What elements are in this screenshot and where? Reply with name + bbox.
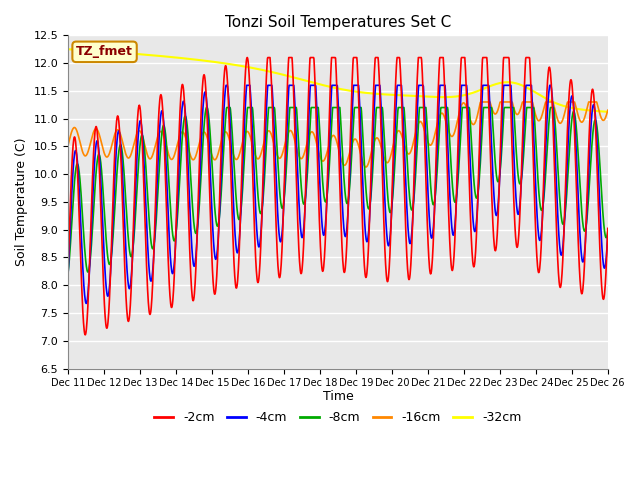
- -2cm: [305, 80, 313, 85]
- -32cm: [371, 91, 379, 96]
- -16cm: [64, 142, 72, 148]
- -16cm: [604, 108, 612, 113]
- -8cm: [314, 105, 322, 110]
- -16cm: [477, 99, 484, 105]
- -4cm: [315, 151, 323, 156]
- Text: TZ_fmet: TZ_fmet: [76, 45, 133, 59]
- X-axis label: Time: Time: [323, 390, 353, 403]
- -4cm: [106, 276, 114, 281]
- -32cm: [604, 109, 612, 115]
- Line: -16cm: -16cm: [68, 102, 608, 167]
- -2cm: [64, 266, 72, 272]
- -16cm: [372, 136, 380, 142]
- -2cm: [604, 226, 612, 231]
- -4cm: [222, 83, 230, 88]
- -2cm: [294, 219, 301, 225]
- -32cm: [128, 51, 136, 57]
- -8cm: [604, 229, 612, 235]
- -8cm: [203, 105, 211, 110]
- Line: -8cm: -8cm: [68, 108, 608, 273]
- -4cm: [64, 273, 72, 278]
- -8cm: [128, 252, 136, 258]
- -4cm: [128, 262, 136, 267]
- Line: -4cm: -4cm: [68, 85, 608, 303]
- -2cm: [81, 332, 89, 338]
- -16cm: [362, 164, 370, 170]
- -4cm: [372, 83, 380, 88]
- -16cm: [305, 136, 312, 142]
- -8cm: [106, 262, 114, 267]
- -2cm: [243, 55, 251, 60]
- Y-axis label: Soil Temperature (C): Soil Temperature (C): [15, 138, 28, 266]
- -16cm: [314, 146, 322, 152]
- -8cm: [372, 118, 380, 123]
- -2cm: [372, 55, 380, 60]
- -32cm: [106, 49, 114, 55]
- -2cm: [315, 195, 323, 201]
- -2cm: [106, 280, 114, 286]
- Legend: -2cm, -4cm, -8cm, -16cm, -32cm: -2cm, -4cm, -8cm, -16cm, -32cm: [149, 406, 527, 429]
- -16cm: [293, 147, 301, 153]
- -8cm: [305, 151, 312, 156]
- -8cm: [64, 270, 72, 276]
- -4cm: [305, 112, 313, 118]
- -4cm: [604, 232, 612, 238]
- Title: Tonzi Soil Temperatures Set C: Tonzi Soil Temperatures Set C: [225, 15, 451, 30]
- -32cm: [314, 81, 322, 87]
- -16cm: [106, 149, 114, 155]
- Line: -32cm: -32cm: [68, 49, 608, 112]
- Line: -2cm: -2cm: [68, 58, 608, 335]
- -8cm: [294, 119, 301, 124]
- -32cm: [305, 78, 312, 84]
- -16cm: [128, 149, 136, 155]
- -32cm: [64, 47, 72, 52]
- -4cm: [83, 300, 90, 306]
- -2cm: [128, 262, 136, 268]
- -4cm: [294, 172, 301, 178]
- -32cm: [293, 75, 301, 81]
